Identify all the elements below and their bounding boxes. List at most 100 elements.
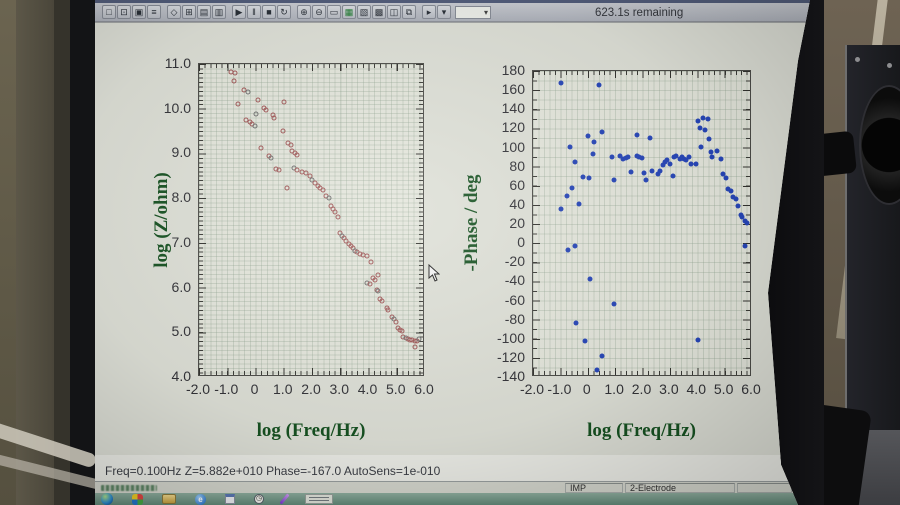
data-point: [671, 154, 676, 160]
y-axis-label: log (Z/ohm): [151, 171, 172, 268]
panel-divider: [95, 22, 810, 23]
data-point: [698, 144, 704, 150]
data-point: [688, 161, 694, 167]
plot-area: [532, 70, 751, 376]
data-point: [728, 188, 734, 194]
y-tick-label: -100: [496, 329, 525, 346]
data-point: [723, 175, 729, 181]
status-band: [95, 455, 810, 481]
media-player-icon[interactable]: [132, 493, 143, 505]
zoom-in-button[interactable]: ⊕: [297, 5, 311, 19]
new-button[interactable]: □: [102, 5, 116, 19]
data-point: [263, 107, 269, 113]
meter-button[interactable]: ▥: [212, 5, 226, 19]
y-tick-label: 0: [517, 234, 525, 251]
y-tick-label: 120: [501, 119, 525, 136]
stop-button[interactable]: ■: [262, 5, 276, 19]
y-tick-label: -120: [496, 348, 525, 365]
data-point: [271, 115, 277, 121]
data-point: [709, 154, 715, 159]
data-point: [241, 87, 247, 93]
data-point: [385, 307, 391, 313]
x-tick-label: -1.0: [547, 381, 572, 397]
toolbar-dropdown[interactable]: ▾: [455, 5, 491, 19]
x-tick-label: 5.0: [386, 381, 406, 397]
data-point: [735, 203, 741, 209]
data-point: [281, 99, 287, 105]
clock-icon[interactable]: ◷: [254, 494, 264, 504]
options-button[interactable]: ▾: [437, 5, 451, 19]
measurement-status-text: Freq=0.100Hz Z=5.882e+010 Phase=-167.0 A…: [105, 464, 441, 478]
data-point: [375, 272, 381, 278]
grid-graph-button[interactable]: ▩: [372, 5, 386, 19]
data-point: [364, 253, 370, 259]
window-titlebar: [95, 0, 810, 3]
info-button[interactable]: ▸: [422, 5, 436, 19]
data-point: [312, 180, 318, 186]
data-point: [617, 153, 623, 159]
data-point: [670, 173, 676, 178]
data-point: [714, 148, 720, 154]
data-point: [231, 78, 237, 84]
data-point: [235, 101, 241, 107]
y-tick-label: 4.0: [171, 368, 191, 384]
data-point: [611, 301, 617, 307]
data-point: [702, 127, 708, 133]
open-button[interactable]: ⊡: [117, 5, 131, 19]
repeat-button[interactable]: ↻: [277, 5, 291, 19]
data-point: [628, 169, 634, 175]
profile-button[interactable]: ◇: [167, 5, 181, 19]
pause-button[interactable]: ‖: [247, 5, 261, 19]
setup-button[interactable]: ⊞: [182, 5, 196, 19]
data-point: [655, 171, 661, 177]
cell-button[interactable]: ▤: [197, 5, 211, 19]
y-axis-label: -Phase / deg: [461, 174, 482, 272]
background-stripe: [54, 0, 70, 505]
save-button[interactable]: ▣: [132, 5, 146, 19]
data-point: [245, 89, 251, 95]
x-tick-label: 2.0: [631, 381, 652, 397]
data-point: [572, 243, 578, 249]
start-button[interactable]: [101, 493, 113, 505]
data-point: [657, 168, 663, 174]
x-tick-label: -2.0: [185, 381, 211, 397]
folder-icon[interactable]: [162, 494, 176, 504]
notepad-icon[interactable]: [225, 494, 235, 504]
data-point: [558, 206, 564, 212]
data-point: [291, 165, 297, 171]
overlay-button[interactable]: ▦: [342, 5, 356, 19]
axes-button[interactable]: ▭: [327, 5, 341, 19]
y-tick-label: -20: [504, 253, 525, 270]
data-point: [232, 70, 238, 76]
pen-icon[interactable]: [279, 493, 290, 505]
copy-button[interactable]: ⧉: [402, 5, 416, 19]
browser-icon[interactable]: e: [195, 493, 206, 505]
data-point: [725, 186, 731, 192]
y-tick-label: 100: [501, 138, 525, 155]
hatch-graph-button[interactable]: ▧: [357, 5, 371, 19]
data-point: [582, 338, 588, 344]
tile-button[interactable]: ◫: [387, 5, 401, 19]
data-point: [634, 132, 640, 138]
data-point: [639, 155, 644, 161]
x-tick-label: -1.0: [214, 381, 239, 397]
y-tick-label: 180: [501, 62, 525, 78]
zoom-out-button[interactable]: ⊖: [312, 5, 326, 19]
data-point: [730, 194, 736, 200]
y-tick-label: 10.0: [163, 99, 191, 116]
tray-widget[interactable]: [305, 494, 333, 504]
scatter-points-layer: [533, 71, 750, 375]
data-point: [695, 118, 701, 124]
data-point: [636, 154, 642, 160]
run-button[interactable]: ▶: [232, 5, 246, 19]
y-axis-tick-labels: 180 160 140 120 100 80 60 40 20 0 -20 -40 -60 -80 -100…: [488, 62, 532, 384]
data-point: [276, 167, 282, 173]
data-point: [667, 161, 673, 167]
y-tick-label: -40: [504, 272, 525, 289]
data-point: [708, 149, 714, 155]
data-point: [572, 159, 578, 165]
print-button[interactable]: ≡: [147, 5, 161, 19]
data-point: [294, 152, 300, 158]
data-point: [580, 174, 586, 180]
data-point: [284, 185, 290, 191]
